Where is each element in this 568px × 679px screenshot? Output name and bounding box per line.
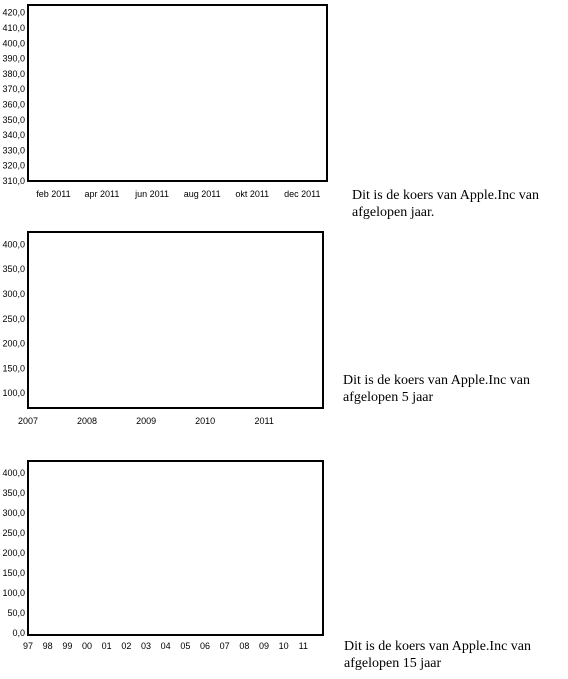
y-tick-label: 340,0 bbox=[2, 130, 25, 140]
y-tick-label: 300,0 bbox=[2, 289, 25, 299]
y-tick-label: 360,0 bbox=[2, 99, 25, 109]
x-tick-label: dec 2011 bbox=[284, 189, 320, 199]
caption-five-years: Dit is de koers van Apple.Inc van afgelo… bbox=[343, 373, 531, 405]
x-tick-label: 03 bbox=[141, 641, 151, 651]
x-tick-label: 2008 bbox=[77, 416, 97, 426]
y-tick-label: 350,0 bbox=[2, 264, 25, 274]
y-tick-label: 310,0 bbox=[2, 176, 25, 186]
x-tick-label: 05 bbox=[180, 641, 190, 651]
y-tick-label: 390,0 bbox=[2, 54, 25, 64]
chart-one-year: 310,0 320,0 330,0 340,0 350,0 360,0 370,0 380,0… bbox=[0, 3, 340, 207]
x-tick-label: 01 bbox=[102, 641, 112, 651]
plot-frame bbox=[27, 4, 328, 182]
x-tick-label: 04 bbox=[161, 641, 171, 651]
chart-fifteen-years: 0,0 50,0 100,0 150,0 200,0 250,0 300,0 350,0 400… bbox=[0, 459, 340, 655]
chart-five-years-svg: 100,0 150,0 200,0 250,0 300,0 350,0 400,0 2007 2… bbox=[2, 231, 324, 426]
y-tick-label: 300,0 bbox=[2, 508, 25, 518]
y-tick-label: 150,0 bbox=[2, 363, 25, 373]
x-tick-label: 11 bbox=[299, 641, 308, 651]
x-tick-label: 10 bbox=[279, 641, 289, 651]
x-tick-label: feb 2011 bbox=[36, 189, 70, 199]
x-tick-label: 97 bbox=[23, 641, 33, 651]
x-tick-label: 98 bbox=[43, 641, 53, 651]
y-tick-label: 250,0 bbox=[2, 528, 25, 538]
x-tick-label: aug 2011 bbox=[184, 189, 221, 199]
y-tick-label: 350,0 bbox=[2, 488, 25, 498]
x-tick-label: 2007 bbox=[18, 416, 38, 426]
y-tick-label: 420,0 bbox=[2, 8, 25, 18]
y-tick-label: 100,0 bbox=[2, 588, 25, 598]
chart-five-years: 100,0 150,0 200,0 250,0 300,0 350,0 400,0 2007 2… bbox=[0, 230, 340, 430]
y-tick-label: 100,0 bbox=[2, 388, 25, 398]
x-tick-label: 2010 bbox=[195, 416, 215, 426]
y-tick-label: 400,0 bbox=[2, 38, 25, 48]
y-tick-label: 200,0 bbox=[2, 548, 25, 558]
y-tick-label: 350,0 bbox=[2, 115, 25, 125]
x-tick-label: 08 bbox=[239, 641, 249, 651]
y-tick-label: 320,0 bbox=[2, 161, 25, 171]
x-tick-label: 02 bbox=[121, 641, 131, 651]
y-tick-label: 400,0 bbox=[2, 239, 25, 249]
plot-frame bbox=[27, 231, 324, 409]
x-tick-label: 07 bbox=[220, 641, 230, 651]
caption-one-year: Dit is de koers van Apple.Inc van afgelo… bbox=[352, 188, 540, 220]
x-tick-label: 2011 bbox=[254, 416, 273, 426]
x-tick-label: apr 2011 bbox=[84, 189, 119, 199]
y-tick-label: 330,0 bbox=[2, 145, 25, 155]
y-tick-label: 380,0 bbox=[2, 69, 25, 79]
x-tick-label: 06 bbox=[200, 641, 210, 651]
y-tick-label: 370,0 bbox=[2, 84, 25, 94]
y-tick-label: 400,0 bbox=[2, 468, 25, 478]
y-tick-label: 150,0 bbox=[2, 568, 25, 578]
caption-fifteen-years: Dit is de koers van Apple.Inc van afgelo… bbox=[344, 639, 532, 671]
x-tick-label: okt 2011 bbox=[235, 189, 269, 199]
y-tick-label: 0,0 bbox=[12, 628, 25, 638]
chart-one-year-svg: 310,0 320,0 330,0 340,0 350,0 360,0 370,0 380,0… bbox=[2, 4, 328, 199]
x-tick-label: jun 2011 bbox=[134, 189, 169, 199]
plot-frame bbox=[27, 460, 324, 636]
y-tick-label: 50,0 bbox=[7, 608, 25, 618]
y-tick-label: 250,0 bbox=[2, 314, 25, 324]
x-tick-label: 99 bbox=[62, 641, 72, 651]
y-tick-label: 200,0 bbox=[2, 339, 25, 349]
x-tick-label: 00 bbox=[82, 641, 92, 651]
y-tick-label: 410,0 bbox=[2, 23, 25, 33]
x-tick-label: 2009 bbox=[136, 416, 156, 426]
chart-fifteen-years-svg: 0,0 50,0 100,0 150,0 200,0 250,0 300,0 350,0 400… bbox=[2, 460, 324, 651]
x-tick-label: 09 bbox=[259, 641, 269, 651]
